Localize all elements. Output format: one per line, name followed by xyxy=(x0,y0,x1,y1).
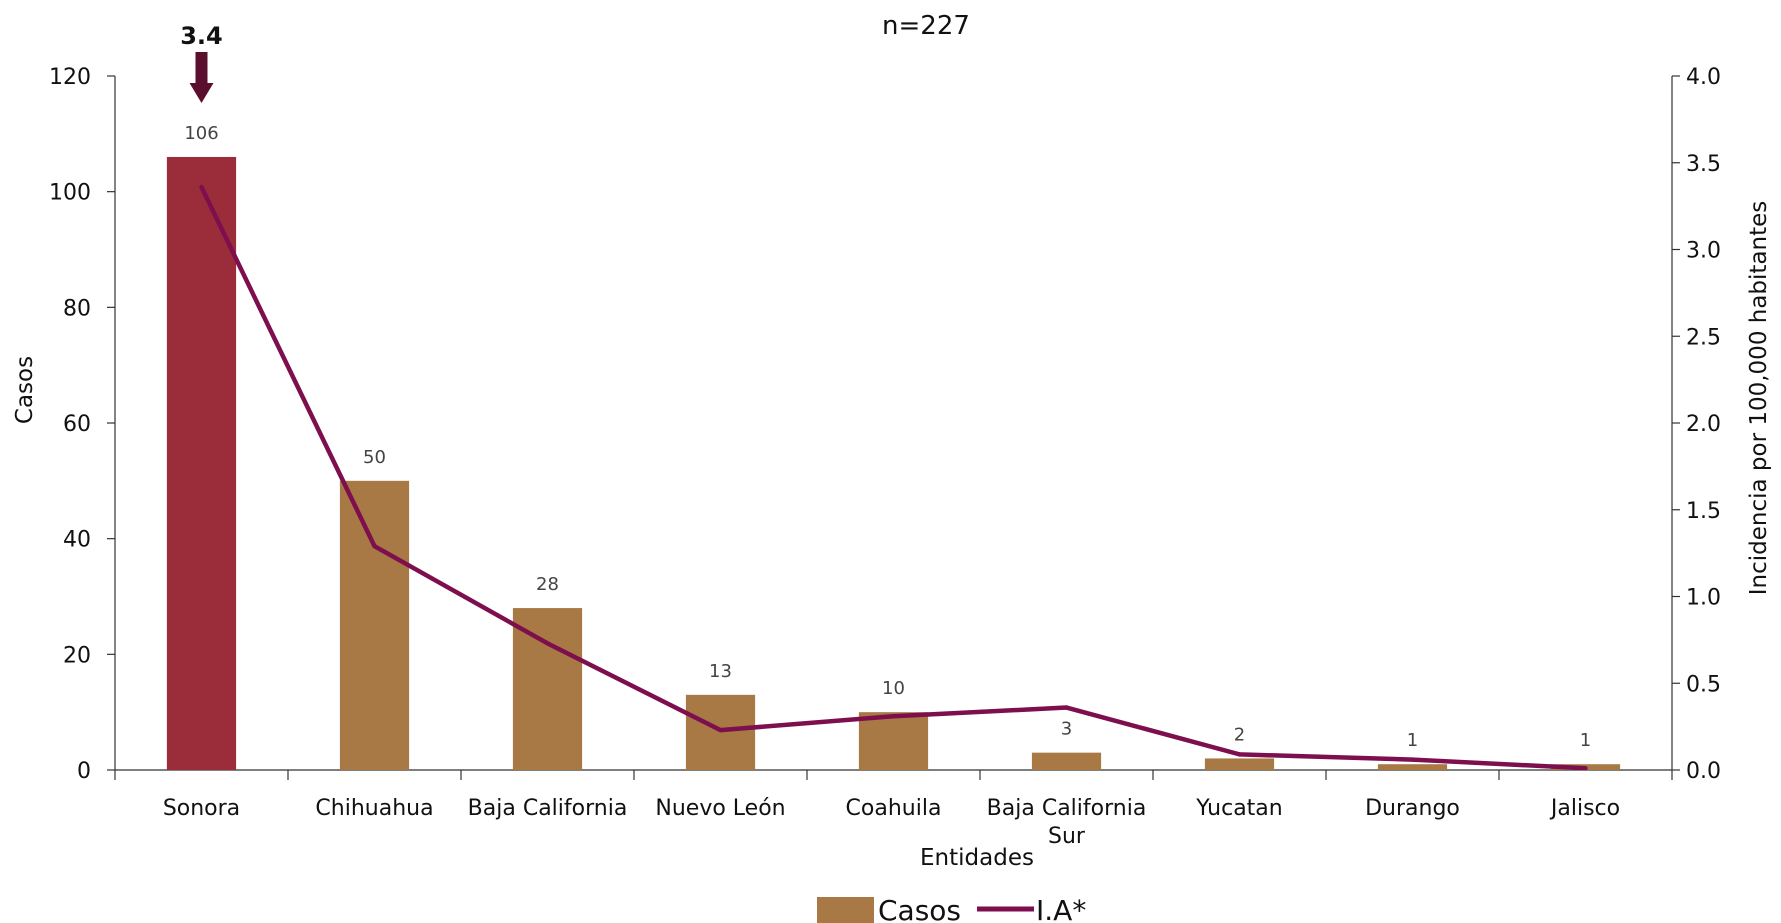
right-tick-label: 3.5 xyxy=(1686,152,1721,177)
line-point xyxy=(1064,705,1069,710)
x-axis: Sonora Chihuahua Baja California Nuevo León… xyxy=(114,769,1673,849)
bar-data-label: 10 xyxy=(882,678,905,699)
x-category-label: Jalisco xyxy=(1549,796,1620,821)
left-tick-label: 0 xyxy=(77,759,91,784)
right-tick-label: 3.0 xyxy=(1686,239,1721,264)
bar xyxy=(1204,758,1275,770)
bar xyxy=(858,712,929,770)
line-point xyxy=(545,641,550,646)
bar xyxy=(685,694,756,770)
y2-axis-title: Incidencia por 100,000 habitantes xyxy=(1746,201,1772,596)
bar-data-labels: 106 50 28 13 10 3 2 1 1 xyxy=(184,123,1591,751)
left-tick-label: 80 xyxy=(63,296,91,321)
bar-data-label: 106 xyxy=(184,123,218,144)
x-category-label: Durango xyxy=(1365,796,1460,821)
left-y-axis: 0 20 40 60 80 100 120 xyxy=(49,65,116,784)
y-axis-title: Casos xyxy=(12,356,38,424)
legend-label-casos: Casos xyxy=(878,894,961,923)
legend-label-ia: I.A* xyxy=(1036,894,1086,923)
bar-data-label: 1 xyxy=(1580,730,1591,751)
callout-arrow-head xyxy=(189,83,214,103)
right-tick-label: 1.5 xyxy=(1686,499,1721,524)
x-category-label: Sur xyxy=(1048,824,1086,849)
line-point xyxy=(718,727,723,733)
callout-annotation: 3.4 xyxy=(180,22,223,103)
right-tick-label: 2.0 xyxy=(1686,412,1721,437)
x-category-label: Yucatan xyxy=(1195,796,1283,821)
x-category-label: Coahuila xyxy=(846,796,942,821)
line-series-ia xyxy=(199,184,1588,771)
bars-series-casos xyxy=(166,156,1621,770)
right-y-axis: 0.0 0.5 1.0 1.5 2.0 2.5 3.0 3.5 4.0 xyxy=(1671,65,1721,784)
bar-data-label: 2 xyxy=(1234,724,1245,745)
line-point xyxy=(1237,752,1242,757)
bar-data-label: 13 xyxy=(709,661,732,682)
legend: Casos I.A* xyxy=(817,894,1086,923)
callout-value: 3.4 xyxy=(180,22,223,50)
right-tick-label: 2.5 xyxy=(1686,325,1721,350)
x-axis-title: Entidades xyxy=(920,845,1034,871)
line-point xyxy=(1410,757,1415,762)
right-tick-label: 0.5 xyxy=(1686,672,1721,697)
line-point xyxy=(1583,766,1588,771)
right-tick-label: 4.0 xyxy=(1686,65,1721,90)
left-tick-label: 120 xyxy=(49,65,91,90)
bar-data-label: 3 xyxy=(1061,719,1072,740)
x-category-label: Sonora xyxy=(163,796,240,821)
bar-data-label: 1 xyxy=(1407,730,1418,751)
x-category-label: Baja California xyxy=(987,796,1147,821)
bar xyxy=(166,156,237,770)
bar xyxy=(339,480,410,770)
chart-subtitle: n=227 xyxy=(882,11,970,41)
bar xyxy=(512,608,583,770)
left-tick-label: 100 xyxy=(49,181,91,206)
right-tick-label: 0.0 xyxy=(1686,759,1721,784)
x-category-label: Nuevo León xyxy=(655,796,785,821)
bar xyxy=(1377,764,1448,770)
line-point xyxy=(372,543,377,549)
legend-swatch-casos xyxy=(817,897,874,923)
line-point xyxy=(199,184,204,190)
bar-data-label: 50 xyxy=(363,447,386,468)
x-category-label: Chihuahua xyxy=(315,796,433,821)
left-tick-label: 20 xyxy=(63,643,91,668)
bar xyxy=(1031,752,1102,770)
x-category-label: Baja California xyxy=(468,796,628,821)
left-tick-label: 60 xyxy=(63,412,91,437)
left-tick-label: 40 xyxy=(63,528,91,553)
right-tick-label: 1.0 xyxy=(1686,586,1721,611)
line-point xyxy=(891,714,896,719)
bar-data-label: 28 xyxy=(536,574,559,595)
callout-arrow-shaft xyxy=(195,52,208,83)
